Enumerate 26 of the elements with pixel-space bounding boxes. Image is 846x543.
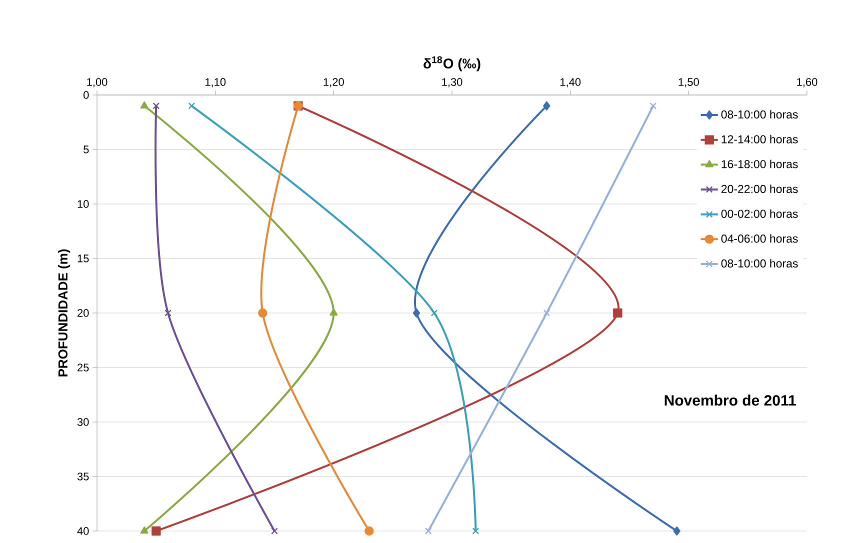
x-tick-label: 1,00 — [87, 78, 108, 88]
legend-label: 00-02:00 horas — [721, 209, 798, 218]
annotation: Novembro de 2011 — [664, 394, 796, 406]
legend-label: 08-10:00 horas — [721, 259, 798, 268]
legend-label: 12-14:00 horas — [722, 134, 798, 144]
y-tick-label: 0 — [84, 91, 89, 99]
x-axis-title: δ$^{18}$O (‰) — [424, 56, 480, 72]
legend-label: 16-18:00 horas — [722, 160, 798, 168]
y-tick-label: 5 — [84, 146, 89, 154]
x-tick-label: 1,50 — [678, 78, 699, 88]
x-tick-label: 1,60 — [797, 78, 818, 88]
y-tick-label: 25 — [78, 364, 89, 372]
y-tick-label: 20 — [78, 309, 89, 317]
y-tick-label: 40 — [77, 527, 89, 535]
y-tick-label: 15 — [78, 254, 89, 262]
legend-label: 04-06:00 horas — [721, 234, 798, 243]
x-tick-label: 1,10 — [205, 78, 226, 88]
y-tick-label: 10 — [78, 200, 89, 208]
y-tick-label: 30 — [77, 418, 89, 426]
x-tick-label: 1,20 — [324, 78, 344, 88]
x-tick-label: 1,30 — [442, 78, 462, 88]
legend-label: 08-10:00 horas — [721, 110, 798, 119]
y-axis-title: PROFUNDIDADE (m) — [58, 249, 70, 376]
legend-label: 20-22:00 horas — [721, 184, 798, 194]
x-tick-label: 1,40 — [560, 78, 581, 88]
y-tick-label: 35 — [77, 472, 89, 480]
